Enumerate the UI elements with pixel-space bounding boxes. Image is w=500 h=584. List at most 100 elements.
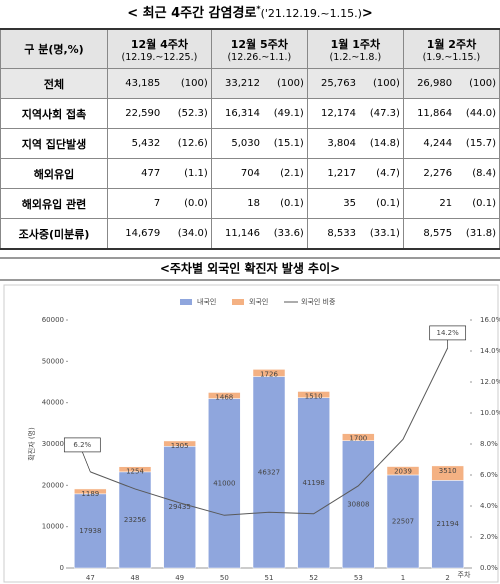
- bar-value-label: 46327: [258, 468, 280, 476]
- bar: [208, 392, 241, 399]
- bar-value-label: 30808: [347, 500, 369, 508]
- row: 조사중(미분류) 14,679 (34.0) 11,146 (33.6) 8,533 (33…: [0, 218, 500, 250]
- y-tick-label: 50000: [42, 357, 64, 365]
- bar-value-label: 21194: [437, 520, 460, 528]
- bar-value-label: 41000: [213, 479, 235, 487]
- cell: 8,575: [402, 218, 455, 250]
- row-label: 조사중(미분류): [0, 218, 108, 250]
- y-tick-label: 40000: [42, 399, 64, 407]
- cell: 14,679: [107, 218, 163, 250]
- bar-value-label: 3510: [439, 467, 457, 475]
- cell: (14.8): [358, 128, 404, 159]
- y-tick-label: 60000: [42, 316, 64, 324]
- x-tick-label: 2: [445, 574, 449, 582]
- cell: (33.6): [261, 218, 308, 250]
- row-label: 해외유입 관련: [0, 188, 108, 219]
- bar: [208, 398, 241, 569]
- cell: (31.8): [454, 218, 500, 250]
- bar: [297, 397, 330, 569]
- week: 1월 1주차: [330, 37, 381, 51]
- cell: (2.1): [261, 158, 308, 189]
- bar: [74, 488, 107, 495]
- row-label: 지역 집단발생: [0, 128, 108, 159]
- bar: [431, 480, 464, 569]
- cell: (0.1): [454, 188, 500, 219]
- bar: [342, 433, 375, 441]
- cell: (15.1): [261, 128, 308, 159]
- bar: [342, 440, 375, 569]
- row-label: 해외유입: [0, 158, 108, 189]
- title-mark: *: [256, 4, 261, 14]
- cell: 5,030: [210, 128, 262, 159]
- cell: (0.1): [261, 188, 308, 219]
- header-cell: 1월 2주차 (1.9.~1.15.): [402, 28, 500, 69]
- row-label: 지역사회 접촉: [0, 98, 108, 129]
- bar-value-label: 22507: [392, 517, 414, 525]
- cell: (100): [261, 68, 308, 99]
- cell: 1,217: [306, 158, 359, 189]
- row: 지역 집단발생 5,432 (12.6) 5,030 (15.1) 3,804 (14.8)…: [0, 128, 500, 159]
- cell: (8.4): [454, 158, 500, 189]
- callout-box: [429, 325, 467, 341]
- header-cell: 구 분(명,%): [0, 28, 108, 69]
- y-tick-label: 30000: [42, 440, 64, 448]
- y2-tick-label: 8.0%: [480, 440, 498, 448]
- cell: (4.7): [358, 158, 404, 189]
- range: (1.2.~1.8.): [329, 51, 382, 63]
- bar: [163, 440, 196, 447]
- row-label: 전체: [0, 68, 108, 99]
- cell: (15.7): [454, 128, 500, 159]
- bar-value-label: 1726: [260, 370, 278, 378]
- cell: (0.0): [162, 188, 212, 219]
- cell: (34.0): [162, 218, 212, 250]
- line-value-label: 6.2%: [73, 441, 91, 449]
- bar-value-label: 1305: [171, 442, 189, 450]
- x-axis-label: 주차: [458, 570, 471, 579]
- bar: [386, 466, 420, 476]
- y2-tick-label: 4.0%: [480, 502, 498, 510]
- x-tick-label: 53: [354, 574, 363, 582]
- cell: (47.3): [358, 98, 404, 129]
- bar-value-label: 23256: [124, 516, 147, 524]
- cell: 3,804: [306, 128, 359, 159]
- cell: 26,980: [402, 68, 455, 99]
- bar: [431, 465, 464, 481]
- header-cell: 12월 5주차 (12.26.~1.1.): [210, 28, 308, 69]
- row: 지역사회 접촉 22,590 (52.3) 16,314 (49.1) 12,174 (47…: [0, 98, 500, 129]
- week: 1월 2주차: [426, 37, 477, 51]
- bar-value-label: 17938: [79, 527, 101, 535]
- legend-swatch: [232, 299, 244, 305]
- rule: [0, 257, 500, 259]
- x-tick-label: 52: [309, 574, 318, 582]
- cell: 2,276: [402, 158, 455, 189]
- cell: 7: [107, 188, 163, 219]
- cell: (49.1): [261, 98, 308, 129]
- header-cell: 12월 4주차 (12.19.~12.25.): [107, 28, 212, 69]
- chart-frame: [3, 284, 499, 583]
- cell: 8,533: [306, 218, 359, 250]
- cell: 11,146: [210, 218, 262, 250]
- x-tick-label: 48: [131, 574, 140, 582]
- title-close: >: [361, 6, 373, 21]
- range: (1.9.~1.15.): [422, 51, 481, 63]
- title-main: < 최근 4주간 감염경로: [127, 6, 257, 21]
- cell: (12.6): [162, 128, 212, 159]
- rule: [0, 279, 500, 281]
- x-tick-label: 51: [265, 574, 274, 582]
- line-value-label: 14.2%: [437, 329, 460, 337]
- legend-label: 내국인: [197, 297, 216, 306]
- cell: (52.3): [162, 98, 212, 129]
- cell: (44.0): [454, 98, 500, 129]
- row: 전체 43,185 (100) 33,212 (100) 25,763 (100) 26,98…: [0, 68, 500, 99]
- row: 해외유입 관련 7 (0.0) 18 (0.1) 35 (0.1) 21 (0.1): [0, 188, 500, 219]
- cell: 21: [402, 188, 455, 219]
- y2-tick-label: 12.0%: [480, 378, 500, 386]
- cell: 4,244: [402, 128, 455, 159]
- week: 12월 4주차: [130, 37, 188, 51]
- cell: 16,314: [210, 98, 262, 129]
- legend-label: 외국인: [249, 297, 268, 306]
- cell: 704: [210, 158, 262, 189]
- line: [90, 347, 449, 516]
- bar: [252, 369, 286, 377]
- x-tick-label: 1: [401, 574, 405, 582]
